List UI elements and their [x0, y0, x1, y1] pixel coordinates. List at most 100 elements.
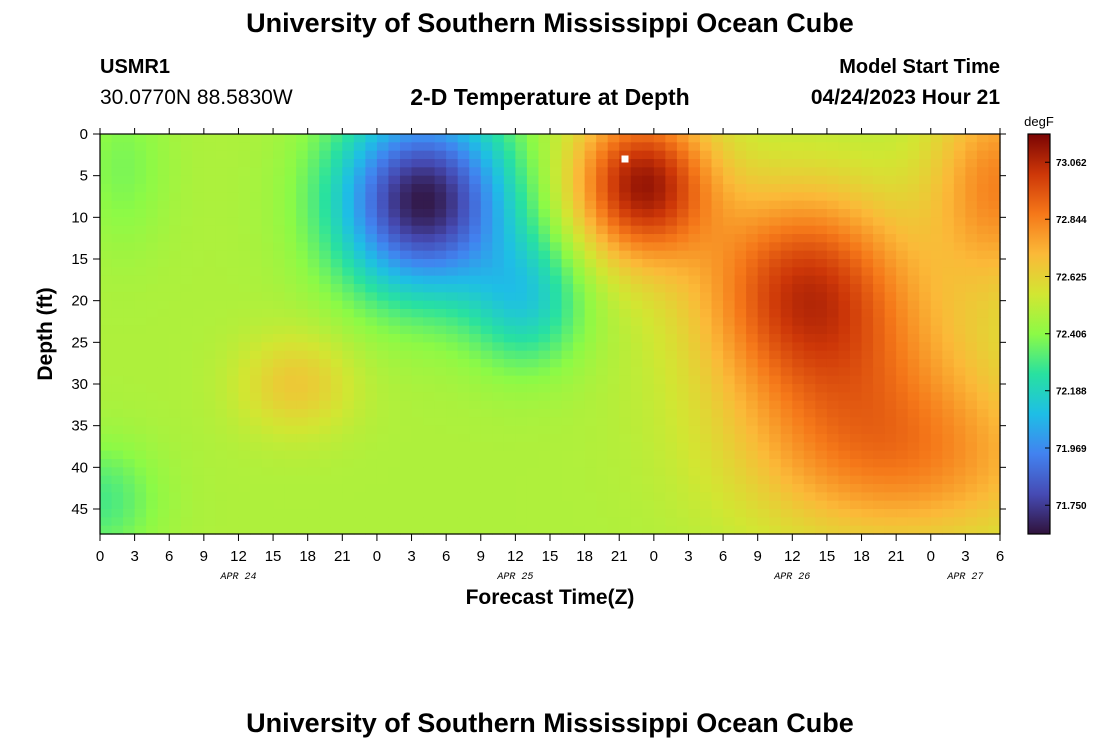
heatmap-cell	[353, 400, 366, 410]
heatmap-cell	[826, 509, 840, 518]
heatmap-cell	[757, 409, 770, 418]
heatmap-cell	[434, 367, 447, 377]
heatmap-cell	[688, 417, 701, 427]
heatmap-cell	[826, 442, 840, 452]
heatmap-cell	[884, 392, 897, 402]
heatmap-cell	[526, 467, 540, 477]
heatmap-cell	[446, 517, 459, 527]
heatmap-cell	[550, 284, 563, 293]
heatmap-cell	[711, 275, 724, 285]
heatmap-cell	[203, 425, 216, 435]
heatmap-cell	[250, 325, 263, 335]
heatmap-cell	[376, 142, 390, 152]
heatmap-cell	[273, 217, 286, 227]
heatmap-cell	[711, 517, 724, 527]
heatmap-cell	[550, 267, 563, 277]
heatmap-cell	[988, 342, 1001, 352]
heatmap-cell	[365, 250, 378, 260]
heatmap-cell	[238, 192, 251, 202]
heatmap-cell	[815, 200, 828, 210]
heatmap-cell	[676, 309, 690, 318]
heatmap-cell	[665, 250, 678, 260]
heatmap-cell	[538, 375, 551, 385]
heatmap-cell	[469, 492, 482, 502]
heatmap-cell	[976, 334, 990, 343]
heatmap-cell	[123, 259, 136, 268]
heatmap-cell	[376, 309, 390, 318]
heatmap-cell	[157, 325, 170, 335]
heatmap-cell	[573, 292, 586, 302]
heatmap-cell	[965, 342, 978, 352]
heatmap-cell	[665, 159, 678, 168]
heatmap-cell	[792, 409, 805, 418]
heatmap-cell	[803, 184, 816, 193]
heatmap-cell	[226, 234, 240, 243]
heatmap-cell	[411, 417, 424, 427]
heatmap-cell	[596, 359, 609, 368]
heatmap-cell	[561, 225, 574, 235]
heatmap-cell	[180, 134, 193, 143]
heatmap-cell	[976, 442, 990, 452]
heatmap-cell	[896, 284, 909, 293]
heatmap-cell	[919, 475, 932, 485]
heatmap-cell	[376, 225, 390, 235]
heatmap-cell	[492, 150, 505, 160]
heatmap-cell	[273, 467, 286, 477]
heatmap-cell	[642, 225, 655, 235]
heatmap-cell	[550, 184, 563, 193]
heatmap-cell	[815, 209, 828, 218]
heatmap-cell	[573, 459, 586, 468]
heatmap-cell	[400, 167, 413, 177]
heatmap-cell	[284, 500, 297, 510]
heatmap-cell	[976, 159, 990, 168]
heatmap-cell	[192, 225, 205, 235]
heatmap-cell	[596, 384, 609, 393]
heatmap-cell	[584, 200, 597, 210]
heatmap-cell	[792, 325, 805, 335]
heatmap-cell	[423, 492, 436, 502]
heatmap-cell	[319, 325, 332, 335]
heatmap-cell	[250, 384, 263, 393]
heatmap-cell	[619, 225, 632, 235]
heatmap-cell	[792, 484, 805, 493]
heatmap-cell	[723, 442, 736, 452]
heatmap-cell	[815, 142, 828, 152]
heatmap-cell	[307, 184, 320, 193]
heatmap-cell	[665, 242, 678, 252]
heatmap-cell	[388, 225, 401, 235]
heatmap-cell	[492, 284, 505, 293]
heatmap-cell	[307, 309, 320, 318]
heatmap-cell	[607, 425, 620, 435]
heatmap-cell	[942, 342, 955, 352]
heatmap-cell	[446, 384, 459, 393]
heatmap-cell	[919, 167, 932, 177]
heatmap-cell	[134, 292, 147, 302]
heatmap-cell	[653, 334, 666, 343]
heatmap-cell	[665, 275, 678, 285]
heatmap-cell	[169, 334, 182, 343]
heatmap-cell	[653, 350, 666, 360]
heatmap-cell	[492, 384, 505, 393]
heatmap-cell	[861, 234, 874, 243]
heatmap-cell	[803, 392, 816, 402]
heatmap-cell	[400, 500, 413, 510]
heatmap-cell	[561, 467, 574, 477]
heatmap-cell	[215, 392, 228, 402]
heatmap-cell	[353, 292, 366, 302]
heatmap-cell	[584, 342, 597, 352]
heatmap-cell	[123, 359, 136, 368]
heatmap-cell	[550, 209, 563, 218]
heatmap-cell	[953, 450, 966, 460]
heatmap-cell	[688, 467, 701, 477]
heatmap-cell	[100, 434, 113, 443]
heatmap-cell	[157, 250, 170, 260]
heatmap-cell	[953, 150, 966, 160]
heatmap-cell	[180, 242, 193, 252]
heatmap-cell	[723, 525, 736, 535]
heatmap-cell	[526, 292, 540, 302]
heatmap-cell	[584, 509, 597, 518]
heatmap-cell	[896, 517, 909, 527]
heatmap-cell	[688, 192, 701, 202]
heatmap-cell	[976, 492, 990, 502]
heatmap-cell	[896, 267, 909, 277]
